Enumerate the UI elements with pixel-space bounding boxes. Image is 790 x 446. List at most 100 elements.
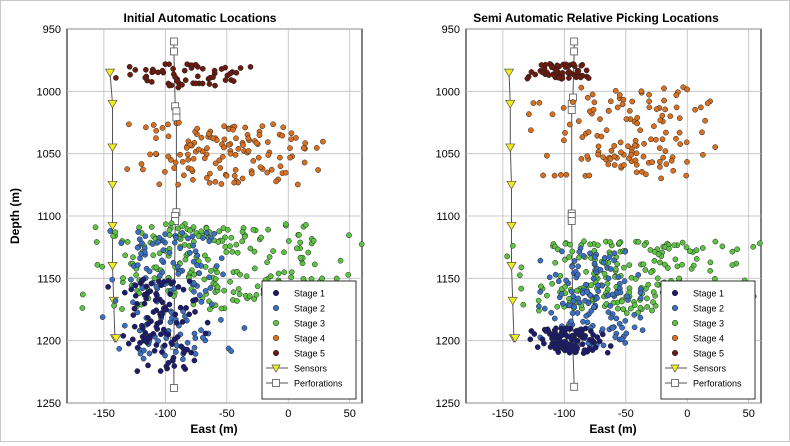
- point-stage-2: [166, 249, 173, 256]
- point-stage-4: [153, 127, 160, 134]
- point-stage-4: [632, 137, 639, 144]
- legend-label: Stage 2: [693, 304, 724, 314]
- point-stage-3: [707, 267, 714, 274]
- perforation-marker: [570, 382, 579, 391]
- y-tick-label: 1100: [37, 211, 61, 223]
- point-stage-2: [609, 291, 616, 298]
- legend-label: Perforations: [693, 379, 742, 389]
- point-stage-2: [537, 289, 544, 295]
- point-stage-1: [589, 337, 595, 343]
- point-stage-2: [187, 249, 193, 256]
- point-stage-4: [232, 167, 239, 173]
- point-stage-3: [150, 252, 157, 259]
- point-stage-1: [132, 292, 139, 299]
- point-stage-2: [575, 263, 581, 270]
- point-stage-1: [179, 319, 186, 325]
- point-stage-4: [697, 104, 704, 111]
- point-stage-5: [566, 69, 572, 75]
- point-stage-5: [566, 75, 572, 81]
- point-stage-2: [558, 291, 565, 297]
- point-stage-5: [192, 61, 199, 68]
- tick-labels: -150 -100 -50 0 50 950 1000 1050 1100 1150 1200 125…: [37, 24, 356, 420]
- point-stage-2: [546, 274, 553, 281]
- point-stage-1: [181, 349, 187, 356]
- point-stage-4: [692, 106, 698, 113]
- point-stage-1: [582, 325, 589, 332]
- chart-title: Semi Automatic Relative Picking Location…: [473, 11, 719, 25]
- sensor-marker: [505, 99, 516, 109]
- point-stage-1: [120, 333, 127, 339]
- point-stage-4: [551, 172, 558, 179]
- y-tick-label: 1050: [436, 149, 460, 161]
- point-stage-3: [218, 305, 225, 312]
- point-stage-2: [622, 248, 628, 255]
- point-stage-3: [520, 301, 527, 308]
- point-stage-3: [518, 285, 525, 292]
- legend: Stage 1 Stage 2 Stage 3 Stage 4 Stage 5 Senso…: [660, 280, 756, 400]
- point-stage-2: [569, 263, 575, 270]
- point-stage-3: [627, 305, 634, 312]
- x-tick-label: -100: [154, 408, 176, 420]
- point-stage-4: [657, 164, 663, 170]
- point-stage-3: [79, 305, 86, 311]
- point-stage-4: [207, 170, 213, 177]
- point-stage-2: [207, 285, 214, 291]
- point-stage-3: [251, 265, 258, 272]
- point-stage-1: [148, 280, 155, 287]
- point-stage-2: [170, 259, 177, 266]
- point-stage-3: [310, 237, 317, 244]
- point-stage-2: [583, 313, 590, 319]
- point-stage-4: [212, 178, 219, 185]
- point-stage-3: [305, 249, 312, 256]
- point-stage-3: [631, 302, 638, 308]
- point-stage-3: [92, 224, 99, 231]
- point-stage-1: [581, 335, 588, 341]
- point-stage-3: [288, 269, 295, 276]
- point-stage-2: [551, 315, 558, 322]
- x-axis-label: East (m): [190, 422, 237, 436]
- x-tick-label: -150: [93, 408, 115, 420]
- point-stage-5: [210, 74, 216, 81]
- point-stage-1: [165, 359, 172, 366]
- point-stage-5: [126, 63, 133, 70]
- point-stage-3: [234, 298, 240, 304]
- point-stage-3: [554, 303, 561, 310]
- point-stage-3: [750, 243, 757, 250]
- point-stage-4: [578, 84, 585, 91]
- sensor-marker: [107, 262, 118, 271]
- point-stage-3: [562, 240, 569, 247]
- point-stage-1: [190, 297, 196, 304]
- point-stage-2: [107, 228, 114, 234]
- point-stage-4: [536, 99, 543, 106]
- point-stage-4: [225, 141, 232, 148]
- point-stage-4: [138, 161, 145, 167]
- point-stage-1: [152, 297, 159, 304]
- point-stage-1: [153, 342, 160, 348]
- point-stage-4: [561, 137, 567, 144]
- point-stage-1: [105, 284, 111, 290]
- point-stage-3: [557, 272, 564, 279]
- point-stage-2: [583, 281, 589, 288]
- point-stage-3: [679, 239, 686, 246]
- point-stage-4: [614, 104, 621, 111]
- point-stage-1: [121, 289, 128, 296]
- point-stage-4: [612, 87, 619, 94]
- point-stage-2: [149, 241, 156, 247]
- point-stage-3: [345, 271, 352, 278]
- point-stage-1: [171, 363, 178, 369]
- point-stage-1: [139, 322, 145, 329]
- point-stage-3: [233, 241, 240, 248]
- point-stage-5: [199, 80, 206, 87]
- point-stage-3: [621, 264, 627, 271]
- point-stage-3: [644, 295, 650, 302]
- point-stage-1: [158, 310, 165, 316]
- point-stage-4: [279, 132, 286, 139]
- point-stage-2: [206, 274, 212, 281]
- point-stage-4: [662, 106, 669, 113]
- point-stage-4: [597, 116, 603, 122]
- point-stage-1: [573, 328, 579, 334]
- point-stage-4: [625, 143, 631, 150]
- point-stage-2: [575, 295, 581, 302]
- point-stage-3: [665, 265, 671, 271]
- point-stage-2: [536, 303, 542, 310]
